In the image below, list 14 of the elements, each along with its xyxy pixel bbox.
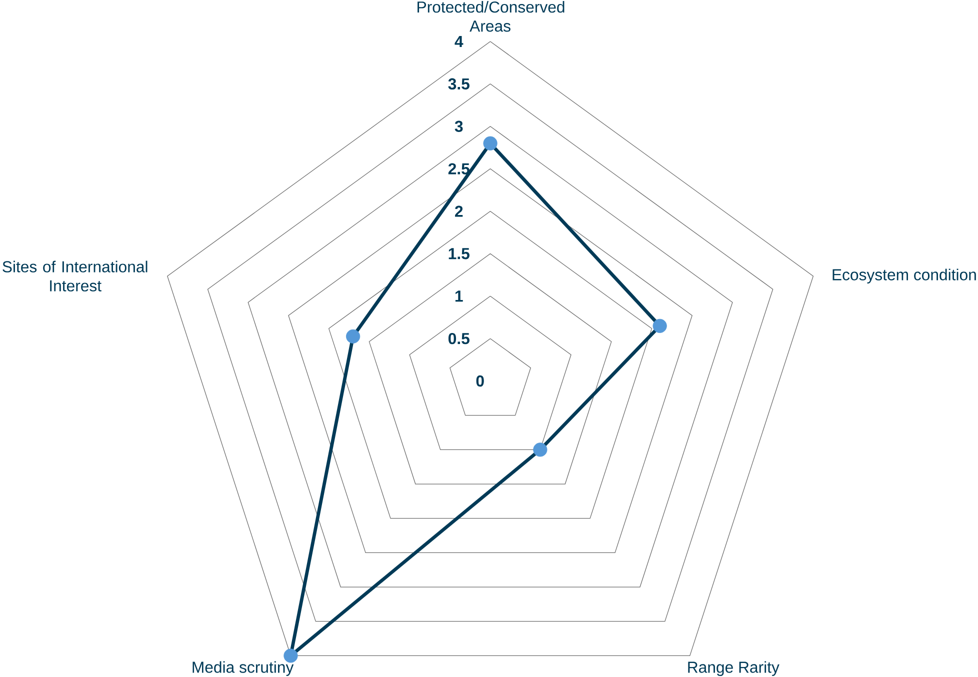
- spoke-label: Ecosystem condition: [832, 268, 976, 284]
- y-tick-label: 4: [454, 36, 464, 47]
- spoke-label: Protected/Conserved Areas: [418, 1, 564, 32]
- y-tick-label: 2.5: [448, 163, 470, 174]
- y-tick-label: 0: [476, 375, 484, 387]
- y-tick-label: 1: [455, 290, 463, 302]
- spoke-label: Sites of International Interest: [2, 260, 148, 292]
- y-tick-label: 3: [454, 120, 463, 132]
- y-tick-label: 2: [455, 206, 463, 217]
- spoke-label: Range Rarity: [688, 661, 780, 676]
- y-tick-label: 3.5: [448, 78, 470, 90]
- y-tick-label: 0.5: [448, 332, 470, 344]
- y-tick-label: 1.5: [448, 248, 470, 260]
- spoke-label: Media scrutiny: [192, 661, 294, 676]
